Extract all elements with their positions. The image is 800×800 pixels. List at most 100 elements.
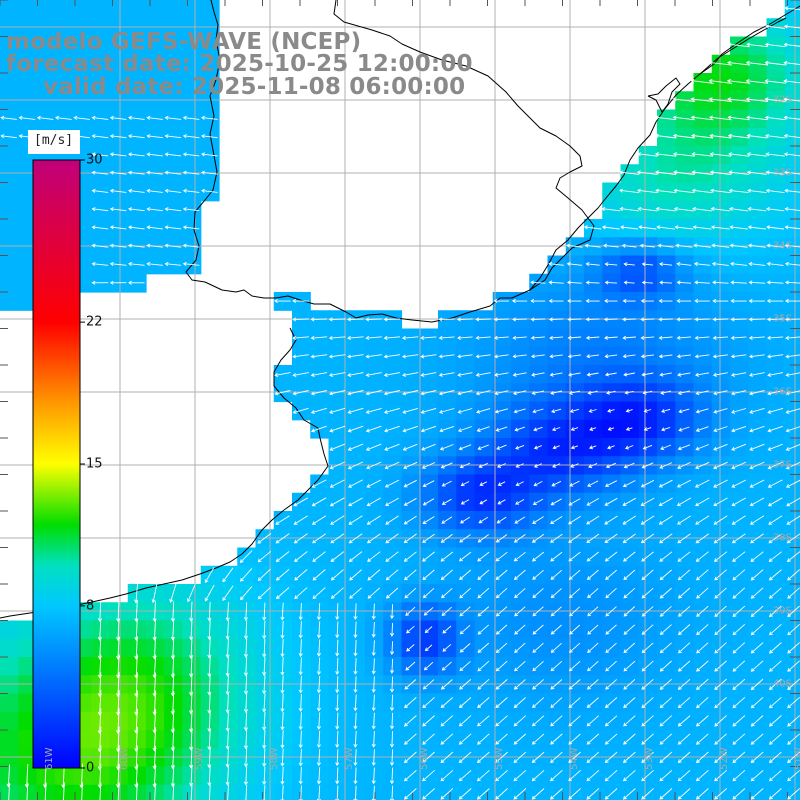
wind-arrow	[787, 715, 800, 727]
wind-speed-cell	[511, 511, 530, 530]
wind-speed-cell	[602, 784, 622, 800]
wind-arrow	[605, 606, 617, 617]
wind-speed-cell	[766, 638, 786, 658]
wind-speed-cell	[456, 620, 476, 640]
wind-arrow	[312, 569, 326, 581]
wind-arrow	[768, 660, 782, 672]
wind-speed-cell	[18, 182, 38, 202]
wind-speed-cell	[438, 474, 457, 494]
wind-speed-cell	[383, 474, 403, 494]
wind-speed-cell	[638, 602, 658, 622]
wind-arrow	[567, 335, 582, 340]
wind-speed-cell	[748, 620, 768, 640]
wind-arrow	[712, 372, 728, 377]
wind-speed-cell	[730, 365, 749, 384]
wind-arrow	[587, 588, 599, 599]
wind-arrow	[677, 551, 691, 562]
wind-arrow	[477, 587, 490, 599]
wind-arrow	[730, 298, 747, 303]
wind-arrow	[764, 60, 786, 66]
wind-speed-cell	[511, 547, 530, 567]
wind-arrow	[514, 588, 526, 599]
wind-arrow	[441, 606, 452, 616]
wind-arrow	[403, 461, 418, 470]
wind-speed-cell	[748, 511, 768, 530]
wind-arrow	[128, 261, 145, 267]
wind-arrow	[280, 620, 285, 639]
wind-arrow	[623, 372, 635, 377]
wind-speed-cell	[565, 401, 585, 421]
wind-speed-cell	[492, 511, 512, 530]
wind-arrow	[109, 188, 127, 193]
wind-arrow	[695, 461, 710, 470]
wind-arrow	[549, 533, 563, 543]
wind-speed-cell	[474, 748, 494, 768]
wind-speed-cell	[766, 328, 786, 348]
wind-arrow	[457, 354, 473, 359]
wind-arrow	[280, 730, 285, 749]
wind-arrow	[604, 788, 618, 800]
wind-arrow	[530, 317, 546, 322]
wind-arrow	[714, 678, 727, 690]
wind-arrow	[440, 769, 454, 782]
wind-arrow	[292, 390, 309, 396]
wind-arrow	[262, 602, 267, 621]
wind-speed-cell	[620, 748, 640, 768]
wind-speed-cell	[766, 419, 786, 439]
wind-arrow	[604, 533, 618, 543]
wind-speed-cell	[419, 675, 439, 695]
wind-speed-cell	[784, 638, 800, 658]
wind-arrow	[731, 497, 747, 507]
coastline-path	[647, 77, 681, 113]
wind-speed-cell	[711, 365, 731, 384]
wind-speed-cell	[474, 529, 494, 549]
wind-arrow	[695, 769, 709, 782]
wind-arrow	[164, 115, 182, 120]
wind-speed-cell	[602, 565, 622, 585]
wind-arrow	[605, 642, 617, 653]
wind-speed-cell	[675, 657, 695, 676]
wind-arrow	[280, 693, 285, 713]
wind-speed-cell	[182, 73, 202, 92]
wind-arrow	[695, 515, 710, 525]
wind-speed-cell	[474, 675, 494, 695]
wind-arrow	[292, 372, 309, 378]
wind-speed-cell	[438, 511, 457, 530]
wind-speed-cell	[565, 620, 585, 640]
wind-arrow	[731, 461, 747, 470]
wind-arrow	[623, 551, 636, 562]
wind-arrow	[182, 261, 200, 266]
wind-arrow	[728, 170, 749, 175]
wind-arrow	[676, 298, 692, 303]
wind-arrow	[495, 551, 508, 562]
wind-arrow	[691, 170, 713, 175]
wind-speed-cell	[784, 146, 800, 165]
wind-arrow	[146, 152, 163, 157]
wind-arrow	[533, 426, 543, 432]
wind-arrow	[548, 261, 564, 266]
wind-arrow	[495, 715, 508, 727]
wind-arrow	[623, 660, 636, 672]
wind-speed-cell	[164, 18, 184, 38]
wind-speed-cell	[109, 36, 129, 56]
wind-arrow	[91, 134, 109, 139]
wind-arrow	[550, 498, 562, 506]
wind-arrow	[225, 656, 230, 677]
wind-speed-cell	[748, 565, 768, 585]
wind-speed-cell	[547, 419, 567, 439]
wind-arrow	[765, 170, 785, 175]
wind-speed-cell	[529, 638, 549, 658]
wind-speed-cell	[657, 492, 676, 512]
wind-arrow	[316, 712, 321, 730]
wind-arrow	[588, 408, 597, 413]
wind-speed-cell	[365, 492, 384, 512]
wind-arrow	[383, 335, 401, 341]
wind-speed-cell	[146, 91, 165, 111]
wind-arrow	[604, 262, 618, 267]
wind-arrow	[658, 479, 673, 488]
wind-arrow	[785, 298, 800, 303]
wind-speed-cell	[730, 346, 749, 366]
wind-arrow	[458, 697, 472, 709]
wind-speed-cell	[638, 675, 658, 695]
wind-arrow	[659, 624, 672, 635]
